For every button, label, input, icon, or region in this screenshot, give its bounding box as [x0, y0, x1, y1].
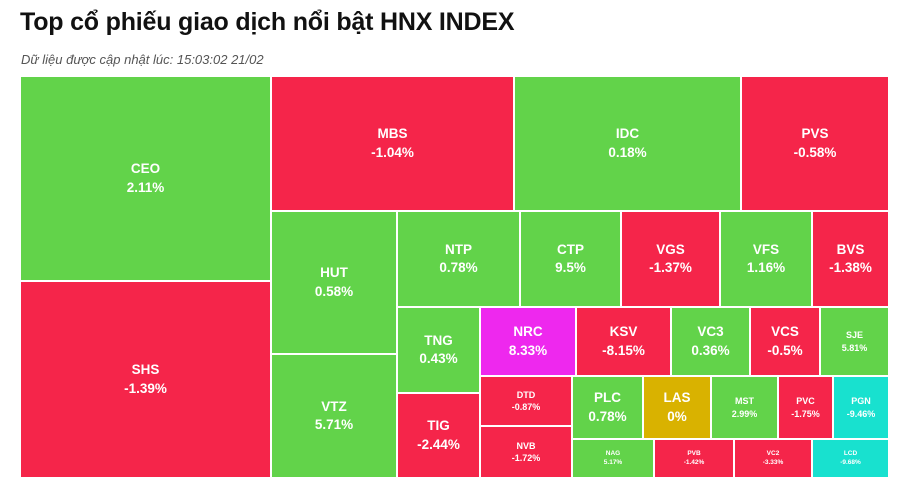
change-label: 2.11% [126, 179, 165, 195]
ticker-label: VFS [752, 241, 780, 257]
treemap-cell-ksv[interactable]: KSV -8.15% [576, 307, 671, 376]
treemap-cell-las[interactable]: LAS 0% [643, 376, 711, 439]
change-label: -8.15% [602, 342, 645, 358]
change-label: -2.44% [417, 436, 460, 452]
ticker-label: CEO [130, 161, 161, 177]
change-label: 0.78% [439, 260, 478, 275]
update-timestamp: Dữ liệu được cập nhật lúc: 15:03:02 21/0… [21, 52, 264, 67]
ticker-label: BVS [836, 241, 865, 257]
ticker-label: NVB [516, 440, 536, 451]
change-label: -0.5% [767, 342, 803, 358]
treemap-cell-vfs[interactable]: VFS 1.16% [720, 211, 812, 307]
treemap-cell-bvs[interactable]: BVS -1.38% [812, 211, 889, 307]
change-label: -1.42% [683, 458, 705, 466]
treemap-cell-dtd[interactable]: DTD -0.87% [480, 376, 572, 426]
ticker-label: LAS [663, 390, 691, 406]
ticker-label: MST [735, 396, 754, 407]
ticker-label: VTZ [321, 398, 347, 414]
change-label: -1.38% [829, 260, 872, 275]
change-label: 1.16% [746, 260, 786, 275]
change-label: 2.99% [731, 408, 758, 419]
treemap-chart: CEO 2.11% SHS -1.39% MBS -1.04% IDC 0.18% PVS -0.… [20, 76, 889, 478]
treemap-cell-ceo[interactable]: CEO 2.11% [20, 76, 271, 281]
change-label: 0.18% [608, 144, 647, 160]
change-label: 5.71% [314, 417, 354, 432]
change-label: -3.33% [762, 458, 784, 466]
treemap-cell-tig[interactable]: TIG -2.44% [397, 393, 480, 478]
treemap-cell-vc2[interactable]: VC2 -3.33% [734, 439, 812, 478]
change-label: -1.39% [124, 380, 167, 396]
treemap-cell-hut[interactable]: HUT 0.58% [271, 211, 397, 354]
change-label: 0.58% [314, 283, 354, 299]
ticker-label: VGS [656, 241, 685, 257]
treemap-cell-nrc[interactable]: NRC 8.33% [480, 307, 576, 376]
treemap-cell-lcd[interactable]: LCD -9.68% [812, 439, 889, 478]
change-label: 5.81% [841, 342, 868, 353]
ticker-label: SHS [131, 362, 160, 378]
ticker-label: VC2 [766, 449, 780, 457]
ticker-label: MBS [377, 126, 408, 142]
treemap-cell-ntp[interactable]: NTP 0.78% [397, 211, 520, 307]
ticker-label: NRC [513, 324, 543, 340]
ticker-label: TIG [427, 418, 450, 434]
treemap-cell-vgs[interactable]: VGS -1.37% [621, 211, 720, 307]
change-label: 0.78% [588, 408, 627, 424]
change-label: -0.58% [793, 144, 837, 160]
treemap-cell-idc[interactable]: IDC 0.18% [514, 76, 741, 211]
change-label: 0.36% [691, 342, 730, 358]
ticker-label: KSV [609, 324, 638, 340]
change-label: 0.43% [419, 351, 458, 366]
ticker-label: PVB [687, 449, 701, 457]
ticker-label: SJE [845, 330, 863, 341]
treemap-cell-shs[interactable]: SHS -1.39% [20, 281, 271, 478]
treemap-cell-plc[interactable]: PLC 0.78% [572, 376, 643, 439]
ticker-label: DTD [516, 389, 536, 400]
ticker-label: PVS [801, 126, 829, 142]
treemap-cell-vtz[interactable]: VTZ 5.71% [271, 354, 397, 478]
ticker-label: LCD [843, 449, 858, 457]
change-label: 8.33% [508, 342, 548, 358]
ticker-label: NTP [445, 241, 472, 257]
ticker-label: IDC [615, 126, 640, 142]
ticker-label: VCS [771, 324, 799, 340]
change-label: 9.5% [555, 260, 586, 275]
change-label: 5.17% [603, 458, 623, 466]
change-label: -9.46% [846, 408, 876, 419]
ticker-label: PGN [851, 396, 871, 407]
change-label: -0.87% [511, 402, 541, 412]
treemap-cell-nag[interactable]: NAG 5.17% [572, 439, 654, 478]
ticker-label: HUT [320, 265, 348, 281]
change-label: -1.75% [791, 408, 820, 419]
treemap-cell-mbs[interactable]: MBS -1.04% [271, 76, 514, 211]
change-label: 0% [667, 408, 687, 424]
treemap-cell-ctp[interactable]: CTP 9.5% [520, 211, 621, 307]
ticker-label: TNG [424, 332, 453, 348]
treemap-cell-mst[interactable]: MST 2.99% [711, 376, 778, 439]
ticker-label: NAG [605, 449, 621, 457]
treemap-cell-sje[interactable]: SJE 5.81% [820, 307, 889, 376]
ticker-label: CTP [557, 241, 584, 257]
treemap-cell-tng[interactable]: TNG 0.43% [397, 307, 480, 393]
treemap-cell-pgn[interactable]: PGN -9.46% [833, 376, 889, 439]
change-label: -1.72% [511, 453, 541, 463]
treemap-cell-vcs[interactable]: VCS -0.5% [750, 307, 820, 376]
treemap-cell-vc3[interactable]: VC3 0.36% [671, 307, 750, 376]
change-label: -1.04% [371, 144, 414, 160]
change-label: -9.68% [840, 458, 861, 466]
treemap-cell-pvb[interactable]: PVB -1.42% [654, 439, 734, 478]
page-title: Top cổ phiếu giao dịch nổi bật HNX INDEX [20, 8, 515, 36]
ticker-label: PVC [796, 396, 815, 407]
treemap-cell-nvb[interactable]: NVB -1.72% [480, 426, 572, 478]
treemap-cell-pvs[interactable]: PVS -0.58% [741, 76, 889, 211]
change-label: -1.37% [649, 260, 692, 275]
treemap-cell-pvc[interactable]: PVC -1.75% [778, 376, 833, 439]
ticker-label: VC3 [697, 324, 724, 340]
ticker-label: PLC [594, 390, 621, 406]
